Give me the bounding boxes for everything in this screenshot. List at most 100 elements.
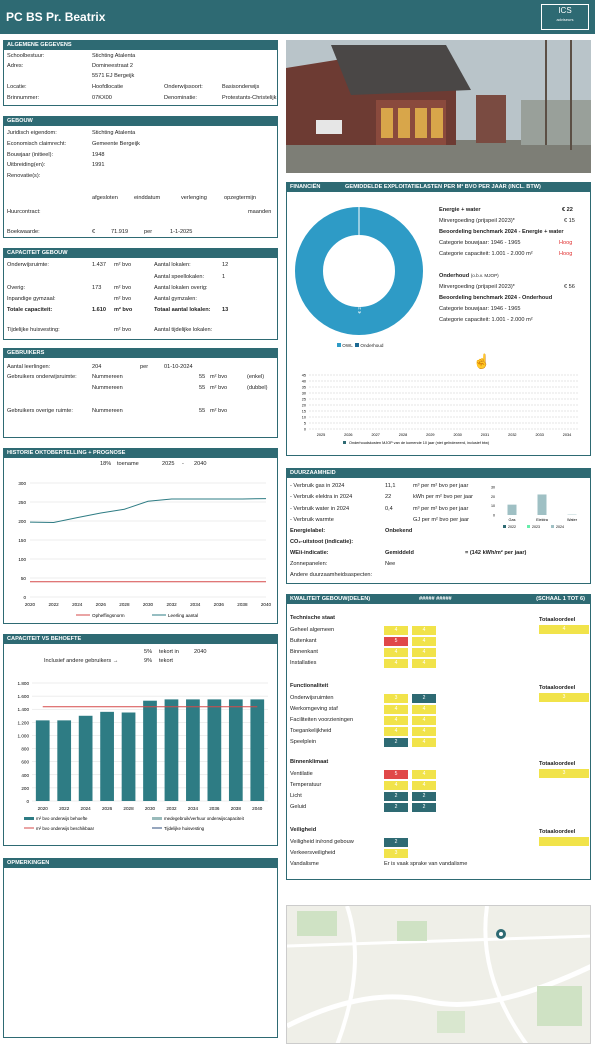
x-tick-label: 2027 [371, 433, 379, 437]
legend-swatch [343, 441, 346, 444]
score-box: 4 [412, 626, 436, 635]
label: Categorie capaciteit: 1.001 - 2.000 m² [439, 317, 533, 323]
bar-behoefte [78, 715, 93, 801]
label: Tijdelijke huisvesting: [7, 327, 60, 333]
value: (dubbel) [247, 385, 268, 391]
y-tick-label: 0 [304, 428, 306, 432]
x-tick-label: 2032 [166, 602, 177, 607]
label: Bouwjaar (initieel): [7, 152, 54, 158]
criterion-label: Veiligheid in/rond gebouw [290, 839, 354, 845]
school-photo-image [286, 40, 591, 173]
value: 07KX00 [92, 95, 112, 101]
score-box: 4 [412, 705, 436, 714]
unit: m³ per m² bvo per jaar [413, 483, 469, 489]
value: 1948 [92, 152, 105, 158]
y-tick-label: 1.200 [18, 720, 30, 725]
unit: m² bvo [114, 296, 132, 302]
kwaliteit-panel: KWALITEIT GEBOUW(DELEN) ##### ##### (Schaa… [286, 594, 591, 880]
label: - Verbruik gas in 2024 [290, 483, 345, 489]
value: Gemiddeld [385, 550, 414, 556]
value: 1-1-2025 [170, 229, 193, 235]
unit: m³ per m² bvo per jaar [413, 506, 469, 512]
value: Stichting Atalenta [92, 130, 136, 136]
section-heading: Binnenklimaat [290, 759, 329, 765]
score-box: 4 [412, 738, 436, 747]
hand-pointer-icon[interactable]: ☝ [473, 353, 491, 369]
value: € [92, 229, 96, 235]
legend-label: 2022 [508, 525, 516, 529]
y-tick-label: 50 [21, 576, 27, 581]
algemeen-panel: ALGEMENE GEGEVENS Schoolbestuur: Stichti… [3, 40, 278, 106]
y-tick-label: 0 [26, 799, 29, 804]
x-tick-label: 2026 [102, 806, 113, 811]
label: Aantal leerlingen: [7, 364, 51, 370]
y-tick-label: 10 [491, 504, 495, 508]
score-box: 4 [412, 648, 436, 657]
label: Categorie bouwjaar: 1946 - 1965 [439, 240, 521, 246]
x-tick-label: 2026 [96, 602, 107, 607]
label: Andere duurzaamheidsaspecten: [290, 572, 373, 578]
x-tick-label: 2026 [344, 433, 352, 437]
score-box: 2 [412, 694, 436, 703]
cap-vs-title: CAPACITEIT VS BEHOEFTE [4, 635, 277, 644]
x-tick-label: 2031 [481, 433, 489, 437]
value: € 15 [564, 218, 575, 224]
bar-behoefte [100, 711, 114, 801]
donut-legend: OWL Onderhoud [337, 343, 383, 348]
legend-label: m² bvo onderwijs behoefte [36, 816, 88, 821]
value: 1991 [92, 162, 105, 168]
label-sub: (o.b.v. MJOP) [470, 273, 499, 278]
legend-label: OWL [342, 343, 353, 348]
bar-gas [507, 504, 517, 515]
label: Energielabel: [290, 528, 326, 534]
kwaliteit-header: KWALITEIT GEBOUW(DELEN) ##### ##### (Schaa… [287, 595, 590, 604]
score-box: 5 [384, 637, 408, 646]
value: tekort in [159, 649, 179, 655]
x-tick-label: 2030 [143, 602, 154, 607]
x-tick-label: Elektra [536, 518, 549, 522]
x-tick-label: 2036 [214, 602, 225, 607]
value: Onbekend [385, 528, 413, 534]
legend-swatch [527, 525, 530, 528]
value: Nee [385, 561, 396, 567]
historie-chart: 0 50 100 150 200 250 300 2020 2022 2024 2026 2028 20… [18, 481, 271, 618]
totaal-label: Totaaloordeel [539, 617, 576, 623]
y-tick-label: 25 [302, 398, 306, 402]
value: 0,4 [385, 506, 393, 512]
label: Renovatie(s): [7, 173, 41, 179]
financien-subtitle: Gemiddelde exploitatielasten per m² bvo … [345, 184, 541, 190]
label: Gebruikers onderwijsruimte: [7, 374, 77, 380]
map-image [287, 906, 590, 1043]
x-tick-label: 2038 [231, 806, 242, 811]
donut-label: € 22 [357, 304, 362, 313]
score-box: 4 [384, 626, 408, 635]
company-logo: ICS adviseurs [541, 4, 589, 30]
value: 5% [144, 649, 153, 655]
value: 173 [92, 285, 102, 291]
section-heading: Functionaliteit [290, 683, 329, 689]
label: Inpandige gymzaal: [7, 296, 56, 302]
y-tick-label: 20 [302, 404, 306, 408]
score-box: 3 [384, 694, 408, 703]
totaal-score: 4 [539, 625, 589, 634]
label: WEii-indicatie: [290, 550, 329, 556]
financien-donut: € 22 [295, 207, 423, 335]
label: Aantal lokalen overig: [154, 285, 208, 291]
x-tick-label: 2034 [563, 433, 571, 437]
legend-label: 2023 [532, 525, 540, 529]
value: 9% [144, 658, 153, 664]
label: - Verbruik elektra in 2024 [290, 494, 353, 500]
score-box: 2 [384, 838, 408, 847]
bar-behoefte [121, 712, 136, 801]
legend-label: Opheffingsnorm [92, 613, 125, 618]
bar-behoefte [143, 700, 157, 801]
score-box: 5 [384, 770, 408, 779]
y-tick-label: 150 [18, 538, 26, 543]
totaal-score: 3 [539, 769, 589, 778]
gebouw-title: GEBOUW [4, 117, 277, 126]
label: Zonnepanelen: [290, 561, 328, 567]
label: Brinnummer: [7, 95, 40, 101]
gebruikers-panel: GEBRUIKERS Aantal leerlingen: 204 per 01… [3, 348, 278, 438]
label: Aantal tijdelijke lokalen: [154, 327, 213, 333]
value: Hoofdlocatie [92, 84, 124, 90]
